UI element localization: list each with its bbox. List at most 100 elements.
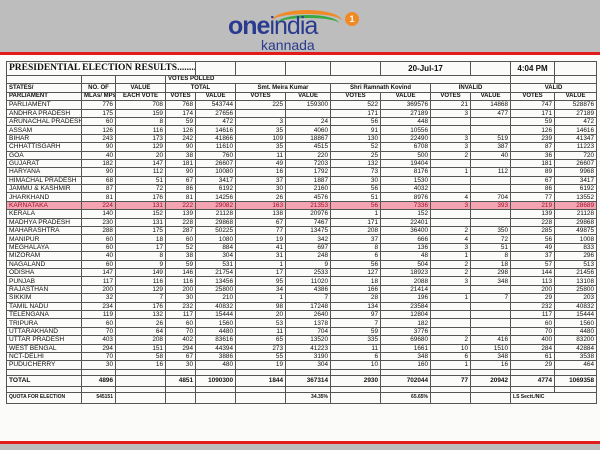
cell-value: 11610 <box>195 142 237 152</box>
cell-value: 171 <box>330 108 382 118</box>
cell-value: 51 <box>330 192 382 202</box>
cell-value: 8 <box>115 116 166 127</box>
cell-value <box>430 326 472 337</box>
table-row: NAGALAND 60 9 59 531 1 9 56 504 2 18 57 513 <box>6 259 598 270</box>
cell-value: 117 <box>164 309 197 320</box>
cell-value: 90 <box>81 142 116 152</box>
cell-value: 7 <box>470 293 512 303</box>
cell-value: 30 <box>164 293 197 303</box>
state-name: MIZORAM <box>6 251 82 261</box>
cell-value: 18923 <box>380 267 432 278</box>
state-name: UTTARAKHAND <box>6 326 82 337</box>
cell-value: 182 <box>81 158 116 169</box>
total-value: 77 <box>430 374 472 387</box>
cell-value: 225 <box>235 100 287 110</box>
group-total: TOTAL <box>164 83 237 93</box>
cell-value: 77 <box>510 192 556 202</box>
cell-value: 26607 <box>554 158 598 169</box>
cell-value: 67 <box>510 175 556 186</box>
total-value: 367314 <box>285 374 332 387</box>
cell-value <box>430 125 472 135</box>
cell-value: 232 <box>164 301 197 311</box>
cell-value: 16 <box>115 360 166 370</box>
bottom-divider <box>0 441 600 444</box>
cell-value: 21754 <box>195 267 237 278</box>
group-valid: VALID <box>510 83 598 93</box>
cell-value: 30 <box>164 360 197 370</box>
cell-value: 181 <box>510 158 556 169</box>
cell-value <box>470 158 512 169</box>
subheader-votes: VOTES <box>330 91 382 102</box>
cell-value: 27189 <box>380 108 432 118</box>
cell-value: 304 <box>285 360 332 370</box>
cell-value: 21353 <box>285 200 332 211</box>
table-row: MADHYA PRADESH 230 131 228 29868 67 7467 171 224… <box>6 217 598 228</box>
state-name: GUJARAT <box>6 158 82 169</box>
cell-value <box>430 301 472 311</box>
cell-value: 41347 <box>554 133 598 144</box>
state-name: HIMACHAL PRADESH <box>6 175 82 186</box>
cell-value: 220 <box>285 150 332 160</box>
cell-value: 1510 <box>470 343 512 353</box>
cell-value: 8 <box>115 251 166 261</box>
cell-value: 348 <box>380 351 432 362</box>
cell-value: 666 <box>380 234 432 244</box>
cell-value <box>235 108 287 118</box>
table-row: KERALA 140 152 139 21128 138 20976 1 152 139 21128 <box>6 209 598 219</box>
cell-value: 2 <box>430 226 472 236</box>
cell-value: 117 <box>81 276 116 286</box>
total-value: 702044 <box>380 374 432 387</box>
table-row: TELENGANA 119 132 117 15444 20 2640 97 12804 117 1… <box>6 309 598 320</box>
cell-value: 34 <box>235 284 287 295</box>
cell-value: 1 <box>430 360 472 370</box>
cell-value: 14616 <box>195 125 237 135</box>
cell-value: 1792 <box>285 167 332 177</box>
cell-value: 27189 <box>554 108 598 118</box>
cell-value: 17 <box>235 267 287 278</box>
cell-value <box>430 158 472 169</box>
subheader-votes: VOTES <box>430 91 472 102</box>
cell-value: 1 <box>430 251 472 261</box>
cell-value: 35 <box>235 125 287 135</box>
cell-value: 768 <box>164 100 197 110</box>
cell-value: 403 <box>81 335 116 345</box>
cell-value: 1560 <box>554 318 598 328</box>
cell-value: 519 <box>470 133 512 144</box>
cell-value: 60 <box>164 318 197 328</box>
state-name: ODISHA <box>6 267 82 278</box>
cell-value: 3776 <box>380 326 432 337</box>
cell-value: 369576 <box>380 100 432 110</box>
cell-value: 60 <box>164 234 197 244</box>
cell-value: 513 <box>554 259 598 270</box>
cell-value: 704 <box>470 192 512 202</box>
cell-value: 200 <box>510 284 556 295</box>
total-value: 20942 <box>470 374 512 387</box>
cell-value: 40 <box>470 150 512 160</box>
cell-value: 174 <box>164 108 197 118</box>
cell-value: 11 <box>330 343 382 353</box>
cell-value <box>470 125 512 135</box>
cell-value: 1661 <box>380 343 432 353</box>
cell-value: 49 <box>510 242 556 253</box>
cell-value: 139 <box>510 209 556 219</box>
cell-value: 18 <box>115 234 166 244</box>
cell-value: 72 <box>115 184 166 194</box>
cell-value: 15444 <box>554 309 598 320</box>
cell-value: 3 <box>430 133 472 144</box>
cell-value: 24 <box>285 116 332 127</box>
cell-value: 296 <box>554 251 598 261</box>
cell-value: 57 <box>510 259 556 270</box>
cell-value: 136 <box>380 242 432 253</box>
cell-value: 1530 <box>380 175 432 186</box>
cell-value: 472 <box>554 116 598 127</box>
cell-value: 342 <box>285 234 332 244</box>
cell-value: 116 <box>115 276 166 286</box>
cell-value: 13520 <box>285 335 332 345</box>
cell-value: 35 <box>235 142 287 152</box>
subheader-value: VALUE <box>195 91 237 102</box>
subheader-votes: VOTES <box>510 91 556 102</box>
cell-value: 17 <box>115 242 166 253</box>
cell-value: 98 <box>235 301 287 311</box>
cell-value: 26 <box>115 318 166 328</box>
table-row: MANIPUR 60 18 60 1080 19 342 37 666 4 72 56 1008 <box>6 234 598 244</box>
